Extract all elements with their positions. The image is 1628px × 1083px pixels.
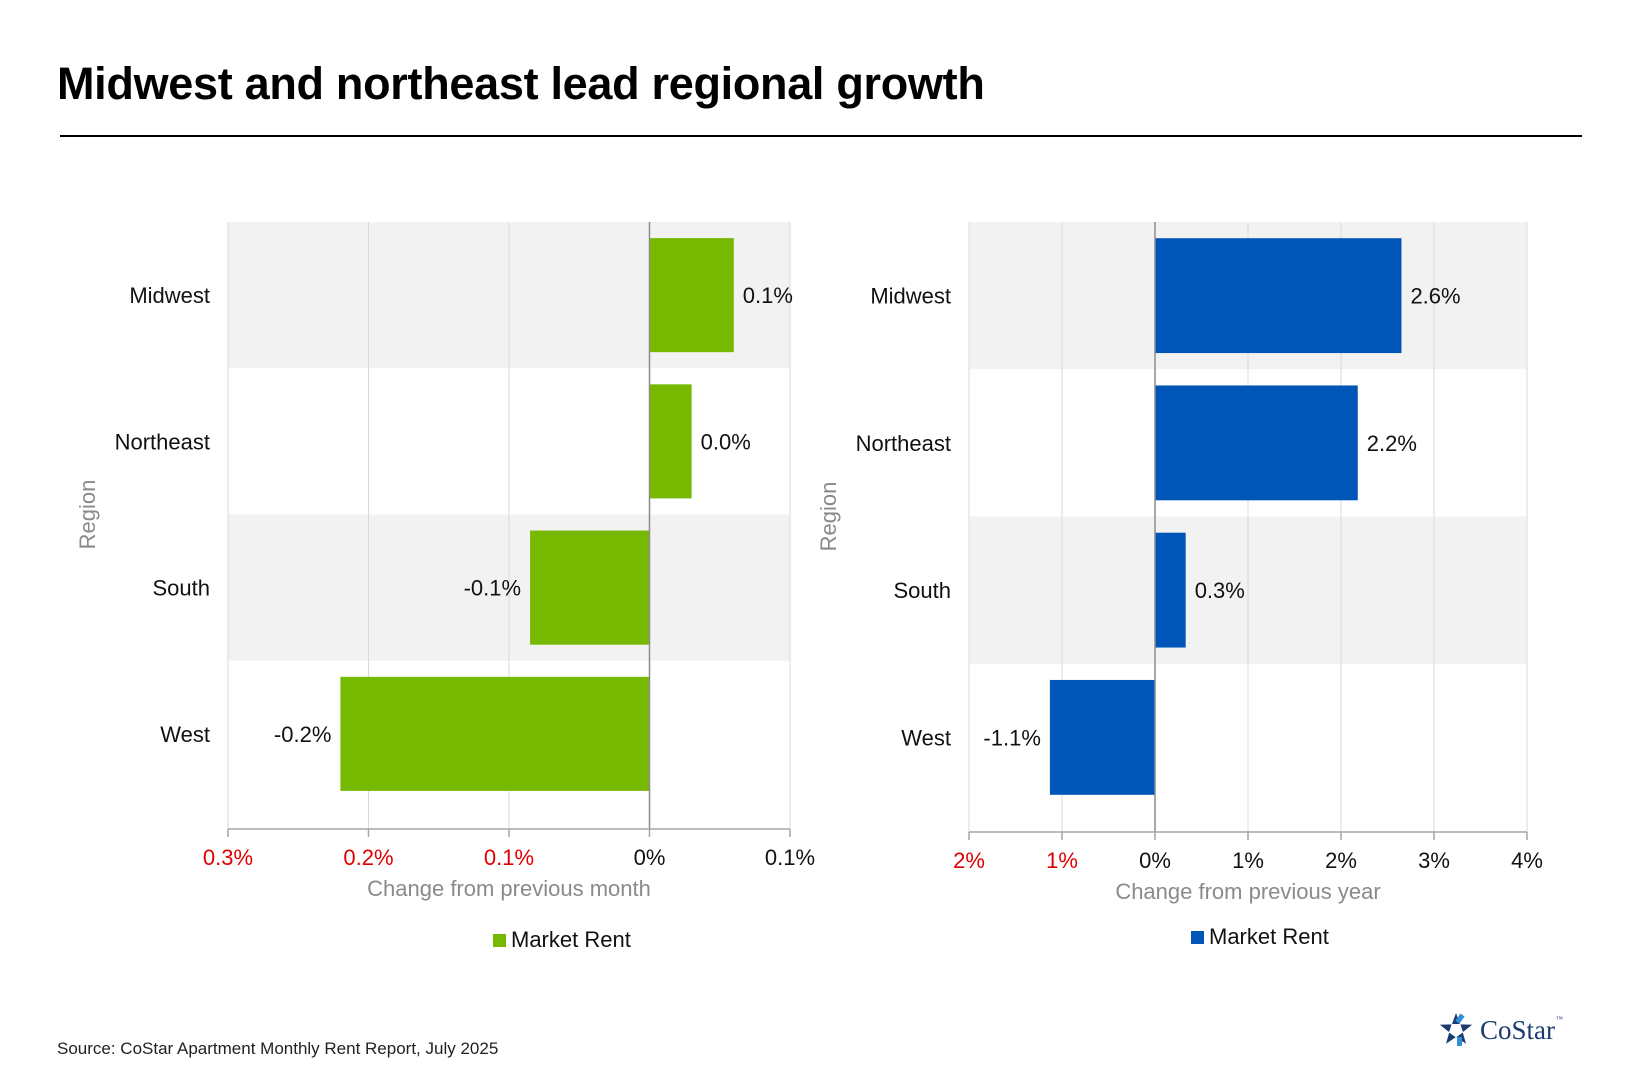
- category-label: West: [160, 722, 210, 747]
- data-label: 2.6%: [1410, 284, 1460, 309]
- source-note: Source: CoStar Apartment Monthly Rent Re…: [57, 1039, 499, 1058]
- bar: [530, 530, 650, 645]
- page-title: Midwest and northeast lead regional grow…: [57, 58, 985, 109]
- x-tick-label: 1%: [1046, 848, 1078, 873]
- x-tick-label: 0%: [634, 845, 666, 870]
- bar: [649, 384, 692, 499]
- bar: [340, 676, 650, 791]
- x-tick-label: 3%: [1418, 848, 1450, 873]
- data-label: 0.0%: [701, 429, 751, 454]
- category-label: Midwest: [870, 284, 951, 309]
- x-tick-label: 0.1%: [765, 845, 815, 870]
- legend-swatch: [493, 934, 506, 947]
- title-divider: [60, 135, 1582, 137]
- y-axis-title: Region: [816, 482, 841, 552]
- legend-swatch: [1191, 931, 1204, 944]
- costar-logo: CoStar™: [1438, 1012, 1563, 1048]
- x-tick-label: 2%: [1325, 848, 1357, 873]
- x-tick-label: 0.1%: [484, 845, 534, 870]
- bar: [1049, 679, 1155, 795]
- category-label: Northeast: [115, 429, 210, 454]
- x-axis-title: Change from previous month: [367, 876, 651, 901]
- data-label: -0.2%: [274, 722, 331, 747]
- x-tick-label: 1%: [1232, 848, 1264, 873]
- data-label: 2.2%: [1367, 431, 1417, 456]
- logo-wordmark: CoStar™: [1480, 1014, 1563, 1045]
- data-label: -0.1%: [464, 576, 521, 601]
- bar: [1155, 532, 1186, 648]
- data-label: 0.3%: [1195, 578, 1245, 603]
- category-label: South: [153, 576, 211, 601]
- category-label: Northeast: [856, 431, 951, 456]
- bar: [1155, 238, 1402, 354]
- bar: [1155, 385, 1358, 501]
- category-label: Midwest: [129, 283, 210, 308]
- category-label: West: [901, 725, 951, 750]
- data-label: -1.1%: [983, 725, 1040, 750]
- x-tick-label: 0.2%: [343, 845, 393, 870]
- legend-label: Market Rent: [511, 927, 631, 952]
- x-tick-label: 4%: [1511, 848, 1543, 873]
- x-axis-title: Change from previous year: [1115, 879, 1380, 904]
- x-tick-label: 0.3%: [203, 845, 253, 870]
- x-tick-label: 2%: [953, 848, 985, 873]
- x-tick-label: 0%: [1139, 848, 1171, 873]
- bar: [649, 238, 734, 353]
- legend-label: Market Rent: [1209, 924, 1329, 949]
- costar-star-icon: [1439, 1013, 1473, 1046]
- category-label: South: [894, 578, 952, 603]
- data-label: 0.1%: [743, 283, 793, 308]
- y-axis-title: Region: [75, 480, 100, 550]
